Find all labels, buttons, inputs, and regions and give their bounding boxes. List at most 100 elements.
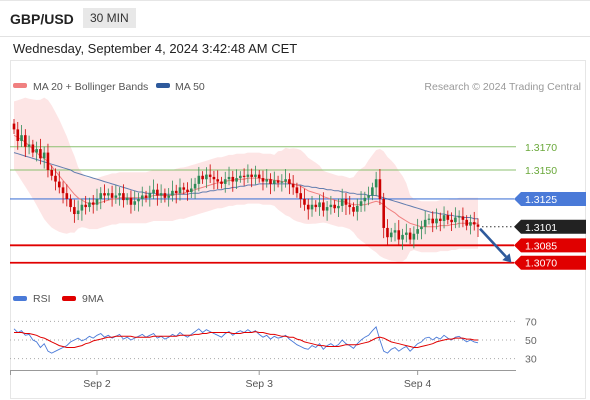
candle-bull	[310, 204, 314, 210]
candle-bear	[306, 204, 310, 210]
candle-bear	[220, 181, 223, 184]
moving-averages	[13, 134, 478, 228]
candle-bear	[438, 218, 442, 221]
candle-bull	[427, 218, 431, 220]
candle-bull	[423, 219, 427, 227]
candle-bear	[65, 193, 69, 199]
rsi-legend-swatch	[13, 296, 27, 301]
projection	[479, 227, 512, 263]
candle-bear	[269, 179, 272, 184]
rsi-ma9-line	[14, 331, 478, 348]
research-credit: Research © 2024 Trading Central	[424, 81, 581, 93]
candle-bull	[284, 179, 287, 182]
candle-bear	[231, 176, 235, 182]
candle-bull	[412, 233, 416, 240]
candle-bull	[114, 195, 118, 198]
candle-bull	[125, 197, 129, 201]
candle-bear	[378, 179, 382, 199]
candle-bull	[118, 193, 121, 196]
candle-bear	[472, 222, 476, 225]
candle-bull	[340, 198, 344, 206]
candle-bear	[31, 144, 35, 153]
candle-bear	[276, 180, 280, 183]
ma50-legend-swatch	[156, 83, 170, 88]
bollinger-band-area	[14, 97, 478, 262]
rsi-tick-label: 70	[525, 316, 537, 328]
candle-bear	[212, 176, 216, 180]
candle-bear	[291, 183, 295, 188]
candle-bull	[454, 217, 457, 223]
bollinger-band	[14, 97, 478, 262]
resistance-1-label: 1.3150	[525, 165, 557, 177]
candle-bull	[190, 188, 193, 192]
support-1-tag	[514, 238, 586, 253]
x-tick-label: Sep 4	[404, 378, 432, 390]
candle-bear	[352, 207, 355, 212]
price-level-labels: 1.3170 1.3150 1.3125 1.3101 1.3085 1.3070	[514, 142, 586, 270]
price-levels	[10, 146, 516, 264]
candle-bull	[318, 202, 321, 208]
candle-bear	[382, 198, 385, 228]
candle-bear	[110, 193, 114, 198]
timeframe-badge[interactable]: 30 MIN	[83, 8, 136, 28]
candle-bull	[159, 193, 163, 196]
candle-bear	[386, 227, 389, 238]
candle-bull	[99, 193, 103, 199]
candle-bear	[54, 175, 57, 182]
candle-bull	[325, 207, 329, 211]
candle-bull	[76, 210, 80, 215]
candle-bear	[450, 219, 453, 223]
x-tick-label: Sep 2	[83, 378, 111, 390]
candle-bear	[69, 198, 72, 208]
candle-bear	[73, 207, 76, 215]
candle-bull	[223, 179, 227, 184]
candle-bear	[333, 204, 336, 209]
candle-bull	[401, 234, 404, 240]
candle-bear	[446, 215, 450, 220]
candle-bear	[57, 181, 61, 188]
candle-bear	[208, 174, 212, 177]
candle-bear	[46, 152, 50, 170]
candle-bear	[39, 149, 42, 159]
candle-bear	[24, 135, 27, 147]
candle-bull	[393, 230, 397, 233]
candlesticks	[12, 118, 480, 250]
rsi-panel: 70 50 30	[10, 316, 537, 366]
candle-bear	[156, 189, 159, 196]
candle-bull	[280, 181, 284, 183]
candle-bull	[95, 198, 99, 205]
candle-bull	[239, 175, 242, 179]
candle-bull	[329, 204, 333, 208]
symbol-title: GBP/USD	[10, 11, 74, 27]
candle-bear	[288, 179, 291, 184]
candle-bull	[171, 190, 174, 196]
candle-bear	[91, 202, 95, 205]
rsi-legend-label: RSI	[33, 293, 51, 305]
candle-bear	[50, 169, 54, 176]
candle-bull	[265, 179, 269, 182]
candle-bull	[167, 195, 170, 198]
ma50-legend-label: MA 50	[175, 81, 205, 93]
candle-bull	[88, 202, 91, 208]
candle-bull	[442, 215, 446, 221]
candle-bear	[129, 197, 133, 205]
candle-bull	[148, 193, 152, 198]
candle-bull	[469, 222, 472, 226]
candle-bear	[408, 232, 412, 240]
candle-bear	[299, 193, 302, 199]
ma20-legend-label: MA 20 + Bollinger Bands	[33, 81, 148, 93]
candle-bull	[80, 204, 84, 211]
resistance-2-label: 1.3170	[525, 142, 557, 154]
candle-bear	[122, 193, 125, 201]
candle-bear	[12, 123, 16, 130]
header-bar: GBP/USD 30 MIN	[0, 0, 590, 38]
candle-bull	[20, 135, 23, 141]
candle-bull	[193, 183, 197, 189]
candle-bull	[246, 174, 250, 177]
candle-bear	[431, 218, 435, 224]
candle-bear	[182, 187, 186, 190]
candle-bull	[457, 216, 461, 218]
ma9-legend-swatch	[62, 296, 76, 301]
